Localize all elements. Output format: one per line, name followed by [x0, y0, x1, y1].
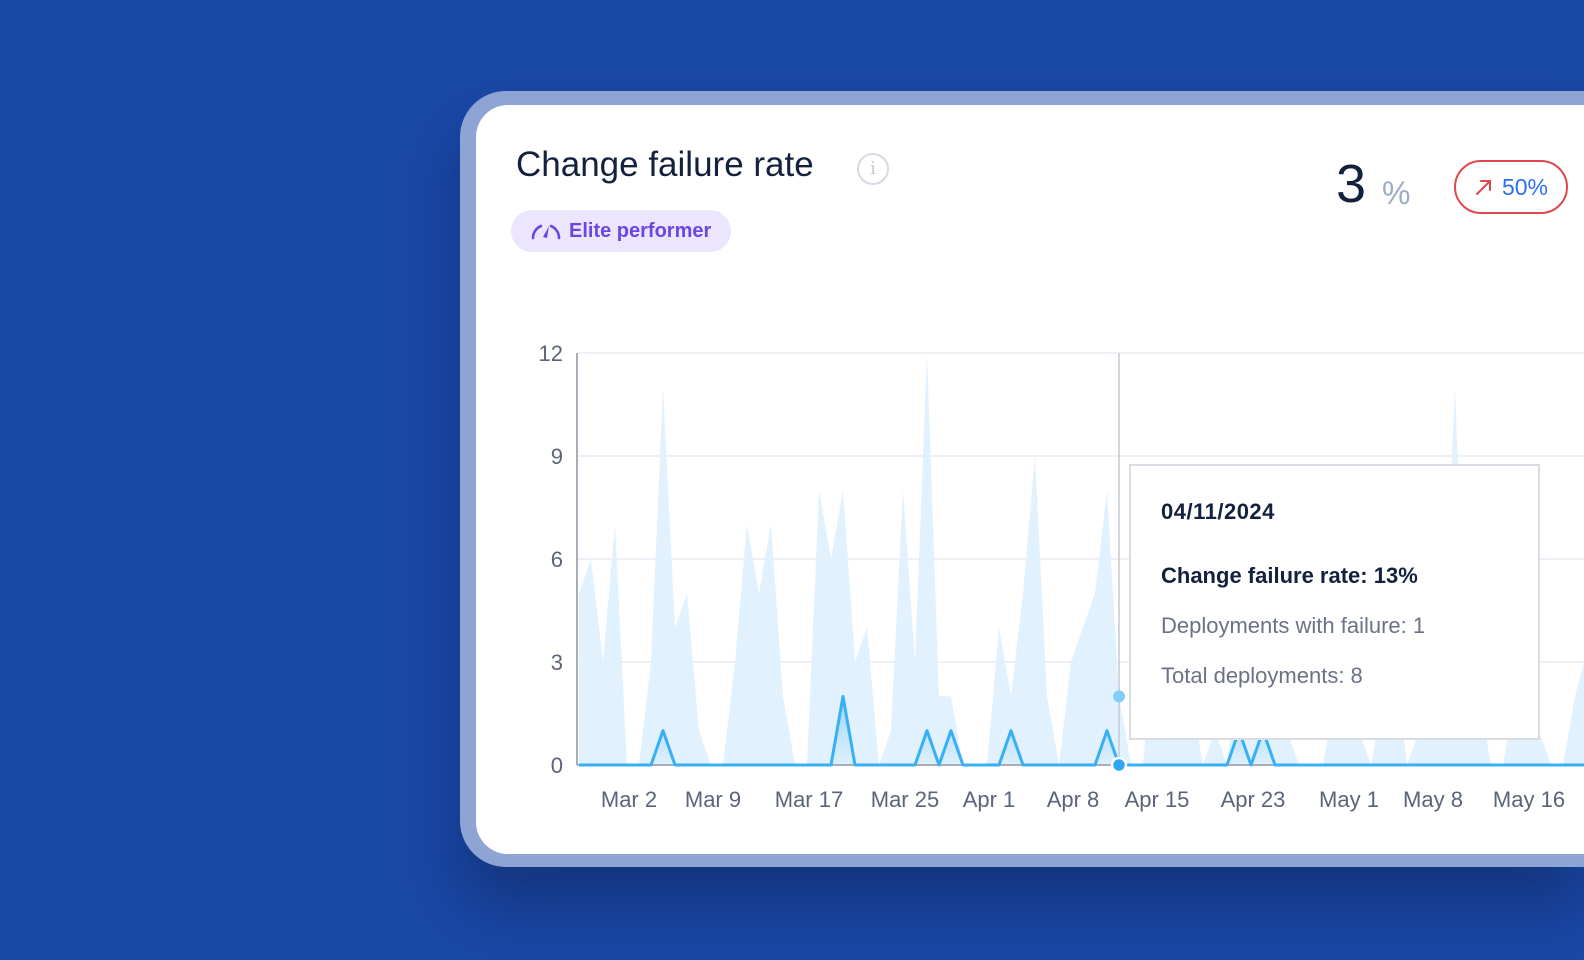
info-circle-icon[interactable]: i [857, 153, 889, 185]
x-tick-label: Apr 1 [963, 787, 1016, 812]
x-tick-label: May 8 [1403, 787, 1463, 812]
x-tick-label: Apr 23 [1221, 787, 1286, 812]
change-failure-rate-card: Change failure rate i Elite performer 3 … [476, 105, 1584, 854]
y-tick-label: 6 [551, 547, 563, 572]
trend-badge: 50% [1454, 160, 1568, 214]
tooltip-date: 04/11/2024 [1161, 499, 1275, 524]
x-tick-label: Mar 17 [775, 787, 843, 812]
elite-performer-badge: Elite performer [511, 210, 732, 252]
arrow-up-right-icon [1475, 180, 1491, 195]
x-tick-label: Apr 15 [1125, 787, 1190, 812]
x-tick-label: May 1 [1319, 787, 1379, 812]
metric-unit: % [1382, 175, 1411, 211]
tooltip-total: Total deployments: 8 [1161, 663, 1363, 688]
y-tick-label: 0 [551, 753, 563, 778]
x-tick-label: May 16 [1493, 787, 1565, 812]
tooltip-failures: Deployments with failure: 1 [1161, 613, 1426, 638]
tooltip-rate: Change failure rate: 13% [1161, 563, 1418, 588]
speedometer-icon [531, 224, 561, 240]
y-tick-label: 9 [551, 444, 563, 469]
failures-line [579, 694, 1584, 767]
hover-dot-total [1113, 690, 1125, 703]
chart[interactable]: 0 3 6 9 12 Mar 2 Mar 9 Mar 17 Mar 25 Apr 1 Apr 8 Ap… [476, 105, 1584, 854]
total-deployments-area [579, 353, 1584, 765]
x-tick-label: Mar 25 [871, 787, 939, 812]
y-tick-label: 3 [551, 650, 563, 675]
card-title: Change failure rate [516, 145, 814, 184]
y-tick-label: 12 [539, 341, 563, 366]
metric-value: 3 [1336, 154, 1367, 214]
trend-value: 50% [1501, 173, 1549, 200]
x-tick-label: Mar 2 [601, 787, 657, 812]
hover-dot-failures [1110, 756, 1128, 774]
x-tick-label: Mar 9 [685, 787, 741, 812]
badge-label: Elite performer [569, 219, 712, 242]
chart-tooltip: 04/11/2024 Change failure rate: 13% Depl… [1129, 464, 1540, 740]
x-tick-label: Apr 8 [1047, 787, 1100, 812]
